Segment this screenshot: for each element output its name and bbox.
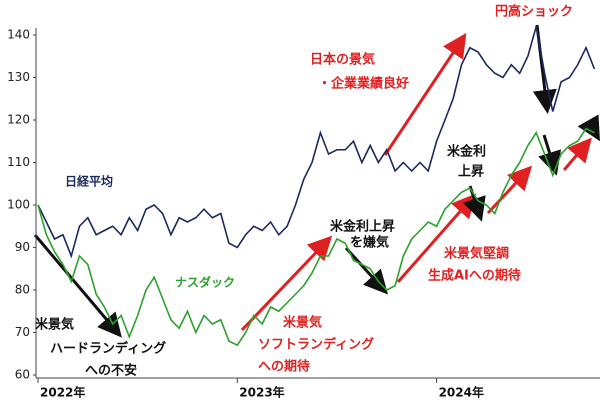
annotation: 円高ショック: [495, 4, 573, 20]
arrow: [344, 246, 389, 295]
arrow: [33, 234, 122, 338]
arrow: [486, 165, 533, 215]
annotation: 米景気: [35, 317, 74, 333]
y-tick-label: 90: [15, 240, 30, 254]
series-label: 日経平均: [65, 174, 113, 189]
annotation: 日本の景気: [310, 52, 375, 68]
arrow: [383, 33, 467, 156]
series-line: [37, 26, 596, 259]
y-tick-label: 80: [15, 283, 30, 297]
arrow: [240, 235, 333, 332]
annotation: 米金利上昇: [330, 219, 395, 235]
arrow: [562, 137, 592, 171]
annotation: 上昇: [458, 165, 484, 180]
y-tick-label: 100: [7, 198, 30, 212]
x-tick-label: 2024年: [439, 385, 484, 400]
arrows: [33, 24, 600, 338]
y-tick-label: 120: [7, 113, 30, 127]
annotation: ・企業業績良好: [318, 76, 409, 92]
y-tick-label: 60: [15, 368, 30, 382]
series-label: ナスダック: [175, 275, 235, 290]
y-tick-label: 130: [7, 70, 30, 84]
series-line: [37, 127, 595, 347]
arrow: [577, 114, 600, 142]
annotation: を嫌気: [350, 235, 389, 251]
annotation: への期待: [258, 359, 310, 375]
annotation: への不安: [85, 363, 137, 379]
y-tick-label: 70: [15, 325, 30, 339]
y-tick-label: 140: [7, 28, 30, 42]
x-tick-label: 2022年: [40, 385, 85, 400]
annotation: 米景気堅調: [444, 246, 509, 262]
annotation: 生成AIへの期待: [428, 268, 521, 284]
annotation: 米金利: [447, 144, 486, 160]
x-tick-label: 2023年: [239, 385, 284, 400]
arrow: [396, 193, 476, 283]
annotation: ソフトランディング: [258, 337, 374, 353]
annotation: 米景気: [283, 315, 322, 331]
y-tick-label: 110: [7, 155, 30, 169]
arrow: [538, 134, 562, 176]
annotation: ハードランディング: [50, 341, 166, 357]
